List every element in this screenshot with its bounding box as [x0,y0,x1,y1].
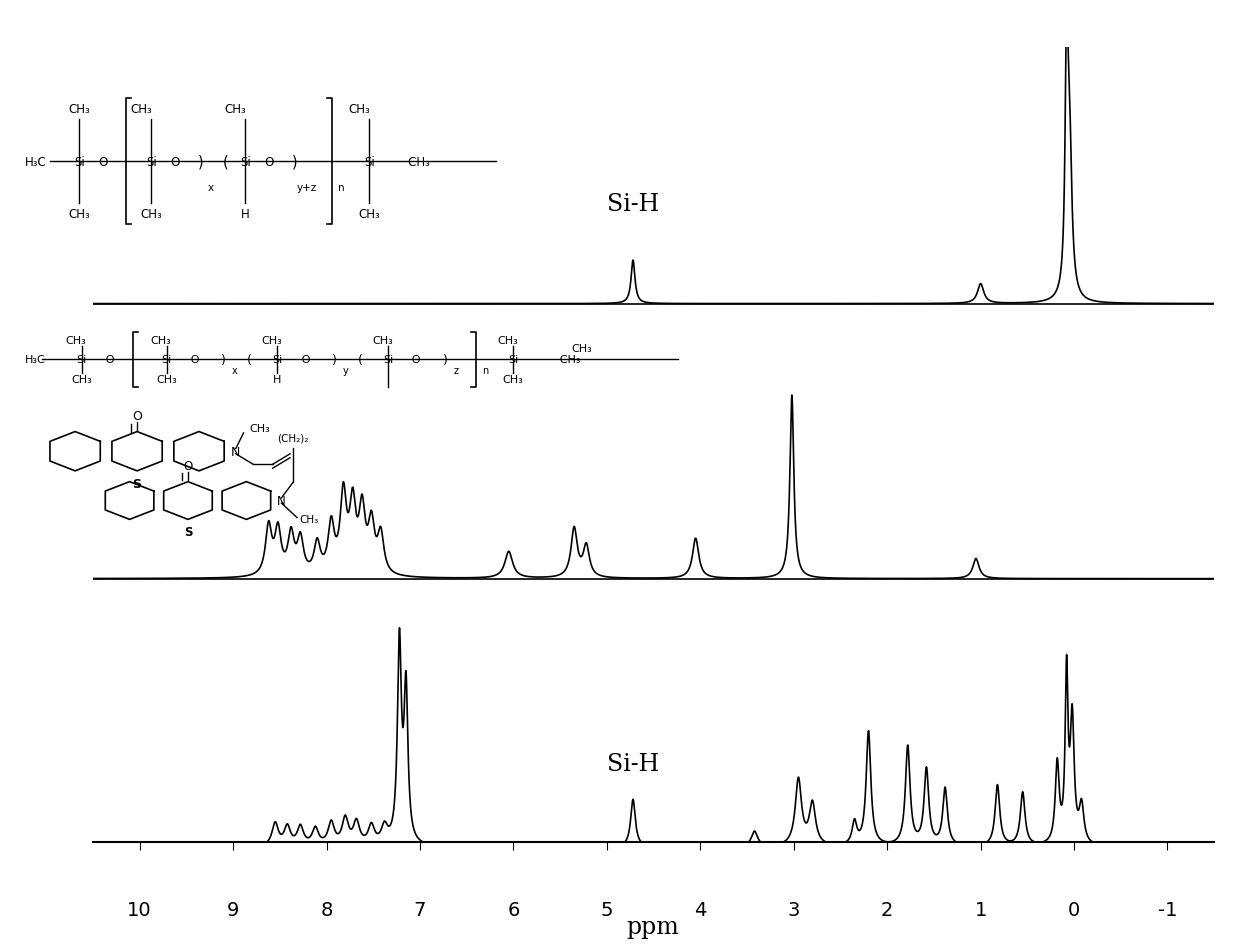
Text: CH₃: CH₃ [140,208,162,221]
Text: N: N [278,494,286,507]
Text: Si: Si [508,355,518,365]
Text: Si: Si [273,355,282,365]
Text: x: x [232,366,238,376]
Text: CH₃: CH₃ [261,336,282,346]
Text: CH₃: CH₃ [224,103,247,116]
Text: Si-H: Si-H [607,192,659,215]
Text: Si: Si [383,355,393,365]
Text: S: S [133,478,141,491]
Text: ─CH₃: ─CH₃ [553,355,580,365]
Text: ): ) [292,154,297,169]
Text: Si-H: Si-H [607,752,659,775]
Text: Si: Si [240,155,250,169]
Text: x: x [208,183,213,193]
Text: y+z: y+z [297,183,317,193]
Text: ─CH₃: ─CH₃ [401,155,430,169]
Text: ─O─: ─O─ [185,355,206,365]
Text: CH₃: CH₃ [571,344,592,354]
Text: H₃C: H₃C [25,355,46,365]
Text: Si: Si [364,155,374,169]
Text: (: ( [223,154,228,169]
Text: ─O─: ─O─ [405,355,427,365]
Text: Si: Si [77,355,87,365]
Text: CH₃: CH₃ [299,514,318,525]
Text: O: O [133,410,142,423]
Text: n: n [338,183,344,193]
Text: CH₃: CH₃ [151,336,171,346]
Text: ): ) [442,353,447,367]
Text: CH₃: CH₃ [358,208,380,221]
Text: ─O─: ─O─ [295,355,317,365]
Text: ─O─: ─O─ [99,355,121,365]
Text: ppm: ppm [627,915,679,938]
Text: y: y [343,366,348,376]
Text: CH₃: CH₃ [68,103,90,116]
Text: ─O─: ─O─ [259,155,281,169]
Text: CH₃: CH₃ [497,336,518,346]
Text: CH₃: CH₃ [71,374,92,384]
Text: O: O [183,459,192,472]
Text: H: H [274,374,281,384]
Text: ─O─: ─O─ [165,155,187,169]
Text: z: z [453,366,458,376]
Text: ─O─: ─O─ [93,155,115,169]
Text: CH₃: CH₃ [130,103,152,116]
Text: H₃C: H₃C [25,155,47,169]
Text: N: N [232,446,240,458]
Text: CH₃: CH₃ [503,374,524,384]
Text: (CH₂)₂: (CH₂)₂ [278,433,309,444]
Text: Si: Si [146,155,156,169]
Text: Si: Si [74,155,84,169]
Text: CH₃: CH₃ [348,103,370,116]
Text: ): ) [332,353,337,367]
Text: CH₃: CH₃ [156,374,177,384]
Text: (: ( [247,353,252,367]
Text: CH₃: CH₃ [68,208,90,221]
Text: CH₃: CH₃ [372,336,393,346]
Text: n: n [482,366,488,376]
Text: H: H [240,208,250,221]
Text: Si: Si [161,355,172,365]
Text: ): ) [198,154,203,169]
Text: ): ) [221,353,225,367]
Text: S: S [183,526,192,539]
Text: CH₃: CH₃ [249,424,270,433]
Text: (: ( [357,353,362,367]
Text: CH₃: CH₃ [66,336,87,346]
